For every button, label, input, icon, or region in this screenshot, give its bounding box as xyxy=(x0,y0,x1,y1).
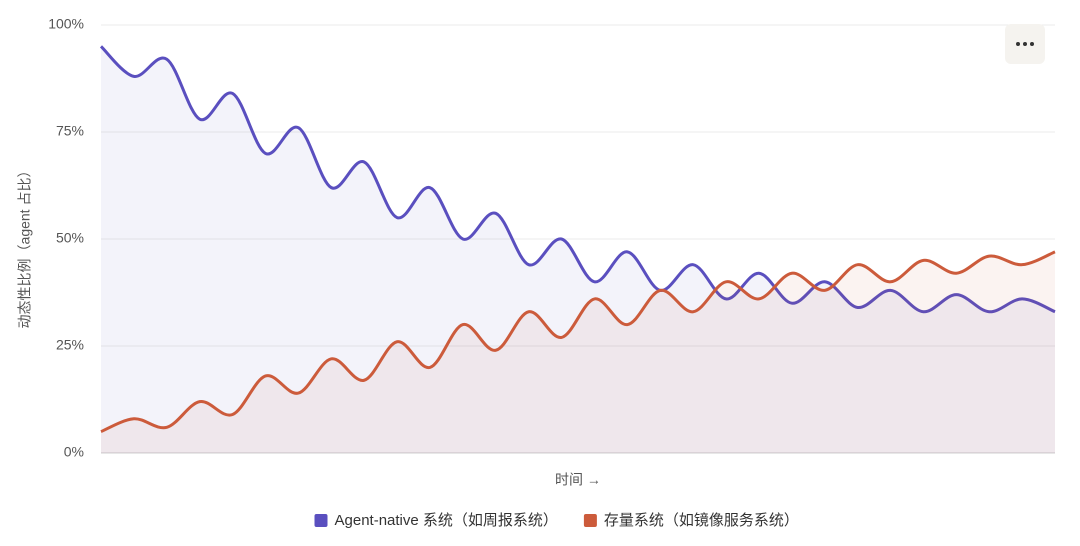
legend-swatch xyxy=(583,514,597,527)
legend-swatch xyxy=(314,514,328,527)
line xyxy=(100,250,1056,433)
y-tick-label: 25% xyxy=(56,337,84,353)
dot xyxy=(1030,42,1034,46)
dot xyxy=(1016,42,1020,46)
plot: 0% 25% 50% 75% 100% xyxy=(48,16,1056,460)
legend-label: Agent-native 系统（如周报系统） xyxy=(335,512,558,529)
y-tick-label: 100% xyxy=(48,16,84,32)
area xyxy=(101,251,1055,453)
y-axis-label: 动态性比例（agent 占比） xyxy=(17,164,33,329)
legend-label: 存量系统（如镜像服务系统） xyxy=(604,511,799,529)
y-tick-label: 75% xyxy=(56,123,84,139)
more-button[interactable] xyxy=(1005,24,1045,64)
dot xyxy=(1023,42,1027,46)
x-axis-label: 时间 → xyxy=(555,472,601,488)
line xyxy=(99,45,1056,314)
area xyxy=(101,46,1055,454)
y-tick-label: 0% xyxy=(64,444,84,460)
y-tick-label: 50% xyxy=(56,230,84,246)
